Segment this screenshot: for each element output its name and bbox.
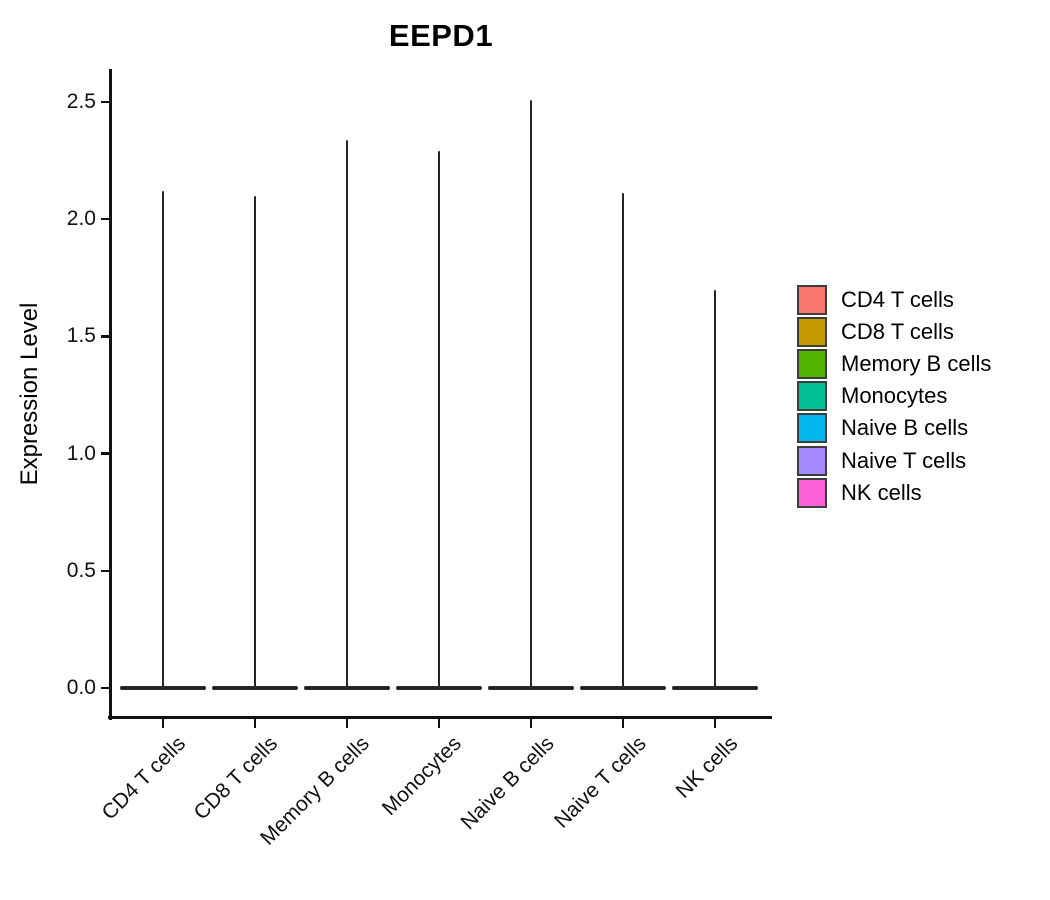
legend-label: CD8 T cells [841,319,954,345]
legend-item: Monocytes [797,380,991,412]
x-tick-label: Monocytes [378,732,467,821]
legend-swatch [797,445,827,476]
legend-label: Naive B cells [841,415,969,441]
violin-spike [161,191,165,691]
x-tick-label: CD8 T cells [189,732,283,825]
y-tick-label: 1.5 [66,324,96,348]
violin-base [488,685,574,691]
legend-swatch [797,413,827,444]
legend-item: Memory B cells [797,348,991,380]
violin-base [212,685,298,691]
legend-swatch [797,477,827,508]
chart-title: EEPD1 [388,18,494,53]
x-tick-label: Naive T cells [549,732,651,833]
x-tick [713,719,717,728]
y-tick [100,100,110,104]
violin-spike [437,151,441,691]
y-axis-line [108,69,112,720]
legend-swatch [797,317,827,348]
x-tick [529,719,533,728]
legend-label: Monocytes [841,383,948,409]
legend-swatch [797,285,827,316]
legend-item: NK cells [797,477,991,509]
violin-base [304,685,390,691]
x-tick-label: CD4 T cells [97,732,191,825]
x-tick-label: NK cells [671,732,743,803]
y-tick-label: 1.0 [66,441,96,465]
x-tick [161,719,165,728]
violin-base [580,685,666,691]
x-axis-line [108,716,772,719]
legend-item: CD4 T cells [797,284,991,316]
x-tick [437,719,441,728]
legend-label: Naive T cells [841,447,967,473]
y-tick-label: 0.0 [66,676,96,699]
violin-base [120,685,206,691]
legend-item: CD8 T cells [797,316,991,348]
legend-item: Naive T cells [797,444,991,476]
y-tick [100,686,110,690]
y-tick [100,569,110,573]
legend-swatch [797,381,827,412]
legend: CD4 T cells CD8 T cells Memory B cells Mono… [797,284,991,509]
violin-spike [529,99,533,691]
violin-base [672,685,758,691]
legend-label: Memory B cells [841,351,992,377]
y-tick [100,452,110,455]
violin-spike [713,289,717,691]
violin-spike [253,195,257,691]
violin-base [396,685,482,691]
legend-label: CD4 T cells [841,287,954,313]
violin-spike [621,193,625,691]
x-tick [345,719,349,728]
x-tick [621,719,625,728]
legend-label: NK cells [841,479,922,505]
y-tick [100,217,110,221]
y-tick [100,335,110,338]
x-tick [253,719,257,728]
legend-item: Naive B cells [797,412,991,444]
y-tick-label: 2.0 [66,207,96,231]
legend-swatch [797,349,827,380]
x-tick-label: Naive B cells [456,732,559,835]
y-tick-label: 0.5 [66,558,96,582]
y-tick-label: 2.5 [66,90,96,113]
violin-spike [345,139,349,691]
